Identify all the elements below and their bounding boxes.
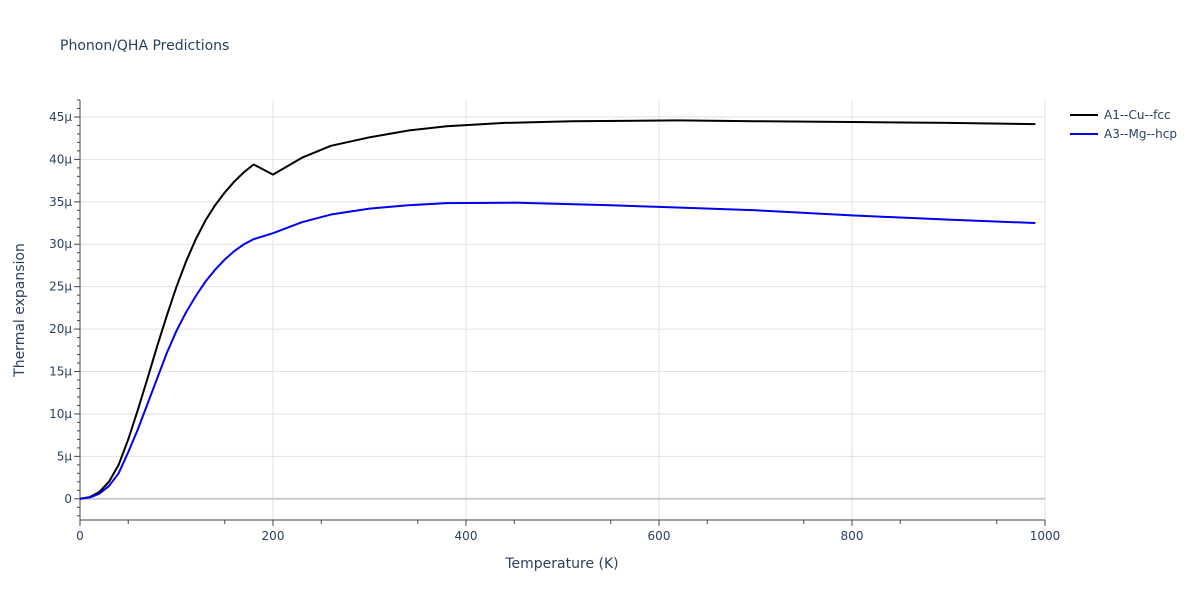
x-tick-label: 1000 [1030, 529, 1061, 543]
grid [80, 100, 1046, 520]
y-tick-label: 45μ [49, 110, 72, 124]
series-line-2 [79, 201, 1036, 500]
y-tick-label: 0 [64, 492, 72, 506]
y-tick-label: 40μ [49, 152, 72, 166]
y-tick-label: 25μ [49, 280, 72, 294]
x-tick-label: 200 [262, 529, 285, 543]
y-tick-label: 30μ [49, 237, 72, 251]
x-tick-label: 0 [76, 529, 84, 543]
series-layer [79, 119, 1036, 500]
y-axis-title: Thermal expansion [12, 243, 28, 378]
y-tick-label: 15μ [49, 365, 72, 379]
series-line-1 [79, 119, 1036, 500]
x-tick-label: 400 [455, 529, 478, 543]
legend-item-label: A1--Cu--fcc [1104, 108, 1171, 122]
legend-item-label: A3--Mg--hcp [1104, 127, 1177, 141]
y-tick-label: 20μ [49, 322, 72, 336]
x-axis-title: Temperature (K) [504, 556, 618, 572]
y-tick-label: 35μ [49, 195, 72, 209]
chart-title: Phonon/QHA Predictions [60, 38, 229, 54]
x-tick-label: 600 [648, 529, 671, 543]
y-tick-label: 5μ [57, 449, 73, 463]
x-tick-label: 800 [841, 529, 864, 543]
legend: A1--Cu--fcc A3--Mg--hcp [1070, 108, 1177, 141]
axes: 0 200 400 600 800 1000 0 5μ 10μ 15μ 20μ 25μ 30μ 35μ 40… [49, 99, 1061, 543]
y-tick-label: 10μ [49, 407, 72, 421]
